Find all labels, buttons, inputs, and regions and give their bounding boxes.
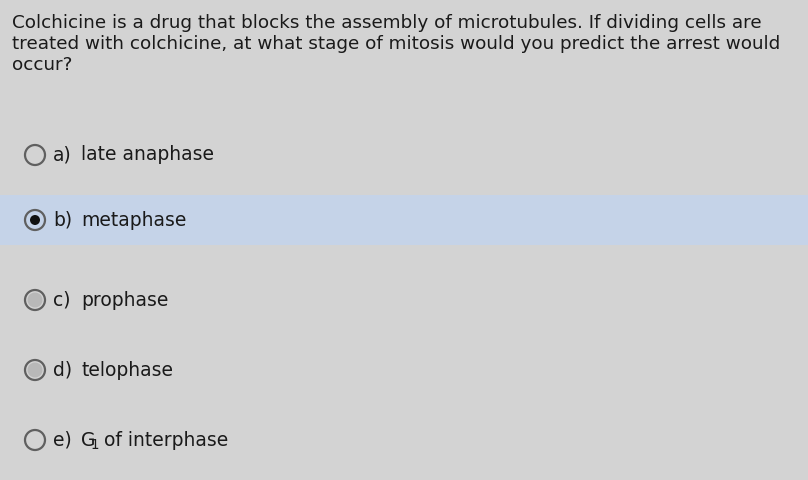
Text: metaphase: metaphase — [81, 211, 187, 229]
Text: late anaphase: late anaphase — [81, 145, 214, 165]
Text: a): a) — [53, 145, 72, 165]
Text: d): d) — [53, 360, 72, 380]
Circle shape — [30, 215, 40, 225]
Text: telophase: telophase — [81, 360, 173, 380]
Text: c): c) — [53, 290, 70, 310]
Circle shape — [27, 292, 43, 308]
Text: G: G — [81, 431, 95, 449]
Text: occur?: occur? — [12, 56, 73, 74]
Text: b): b) — [53, 211, 72, 229]
Circle shape — [27, 362, 43, 377]
Text: Colchicine is a drug that blocks the assembly of microtubules. If dividing cells: Colchicine is a drug that blocks the ass… — [12, 14, 762, 32]
Text: e): e) — [53, 431, 72, 449]
Text: treated with colchicine, at what stage of mitosis would you predict the arrest w: treated with colchicine, at what stage o… — [12, 35, 781, 53]
Text: of interphase: of interphase — [98, 431, 228, 449]
Bar — [0, 195, 808, 245]
Text: 1: 1 — [91, 438, 99, 452]
Text: prophase: prophase — [81, 290, 168, 310]
